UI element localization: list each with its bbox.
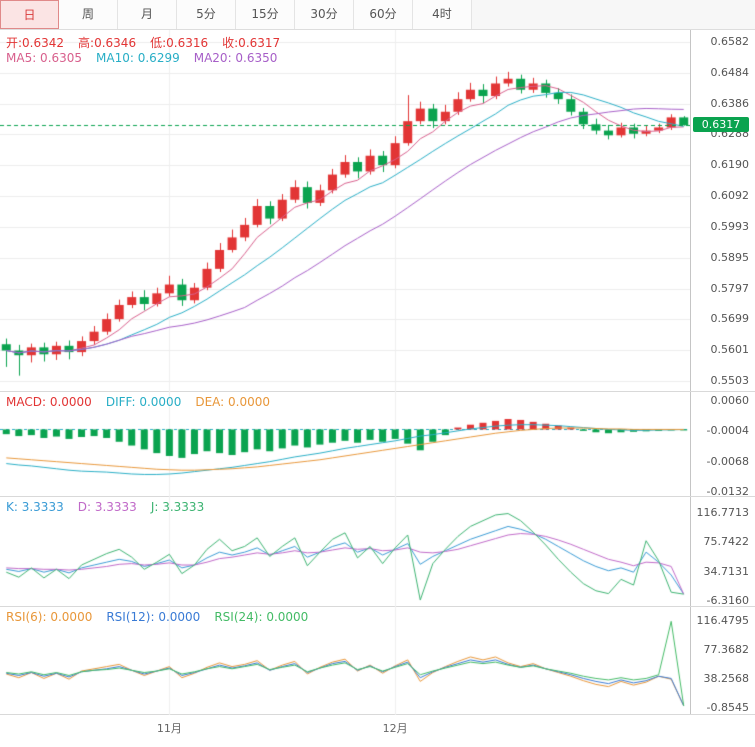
price-axis-label: 0.6092 bbox=[710, 188, 750, 202]
kdj-axis-label: -6.3160 bbox=[706, 594, 749, 607]
rsi-header: RSI(6): 0.0000 RSI(12): 0.0000 RSI(24): 0.… bbox=[6, 610, 322, 624]
kdj-value: J: 3.3333 bbox=[150, 500, 205, 514]
period-tab-2[interactable]: 周 bbox=[59, 0, 118, 29]
rsi-axis-label: 77.3682 bbox=[703, 642, 750, 656]
kdj-value: D: 3.3333 bbox=[77, 500, 137, 514]
period-tab-8[interactable]: 4时 bbox=[413, 0, 472, 29]
ma-value: MA5: 0.6305 bbox=[6, 51, 83, 65]
time-axis-label: 11月 bbox=[156, 722, 182, 735]
ohlc-value: 低:0.6316 bbox=[150, 36, 209, 50]
price-axis-label: 0.5797 bbox=[710, 281, 750, 295]
kdj-axis-label: 116.7713 bbox=[696, 506, 750, 519]
rsi-chart-canvas[interactable] bbox=[0, 607, 690, 715]
period-tab-6[interactable]: 30分 bbox=[295, 0, 354, 29]
kdj-value: K: 3.3333 bbox=[6, 500, 64, 514]
macd-axis-label: -0.0132 bbox=[706, 485, 749, 498]
ma-value: MA20: 0.6350 bbox=[193, 51, 278, 65]
macd-value: MACD: 0.0000 bbox=[6, 395, 92, 409]
price-axis-label: 0.5993 bbox=[710, 220, 750, 234]
price-axis-label: 0.6484 bbox=[710, 65, 750, 79]
period-tab-5[interactable]: 15分 bbox=[236, 0, 295, 29]
kdj-axis-label: 75.7422 bbox=[703, 535, 750, 549]
period-tab-4[interactable]: 5分 bbox=[177, 0, 236, 29]
price-axis-label: 0.5601 bbox=[710, 343, 750, 357]
kdj-panel: K: 3.3333 D: 3.3333 J: 3.3333 116.7713 75.7… bbox=[0, 497, 755, 607]
kdj-axis: 116.7713 75.7422 34.7131 -6.3160 bbox=[690, 497, 755, 607]
rsi-axis-label: -0.8545 bbox=[706, 701, 749, 714]
period-tab-7[interactable]: 60分 bbox=[354, 0, 413, 29]
ohlc-value: 开:0.6342 bbox=[6, 36, 65, 50]
ohlc-value: 收:0.6317 bbox=[222, 36, 281, 50]
price-axis-label: 0.6582 bbox=[710, 35, 750, 48]
rsi-value: RSI(6): 0.0000 bbox=[6, 610, 93, 624]
price-axis-label: 0.5895 bbox=[710, 250, 750, 264]
period-toolbar: 日周月 5分 15分 30分 60分 4时 bbox=[0, 0, 755, 30]
price-axis-label: 0.6386 bbox=[710, 96, 750, 110]
macd-axis: 0.0060 -0.0004 -0.0068 -0.0132 bbox=[690, 392, 755, 498]
macd-axis-label: -0.0004 bbox=[706, 424, 749, 438]
macd-axis-label: -0.0068 bbox=[706, 454, 749, 468]
period-tab-3[interactable]: 月 bbox=[118, 0, 177, 29]
price-axis-label: 0.6190 bbox=[710, 158, 750, 172]
ma-value: MA10: 0.6299 bbox=[96, 51, 180, 65]
rsi-value: RSI(24): 0.0000 bbox=[214, 610, 309, 624]
macd-chart-canvas[interactable] bbox=[0, 392, 690, 497]
price-panel: 开:0.6342 高:0.6346 低:0.6316 收:0.6317 MA5: 0.… bbox=[0, 30, 755, 392]
macd-axis-label: 0.0060 bbox=[710, 394, 750, 407]
price-axis-label: 0.5503 bbox=[710, 374, 750, 387]
rsi-value: RSI(12): 0.0000 bbox=[106, 610, 201, 624]
rsi-panel: RSI(6): 0.0000 RSI(12): 0.0000 RSI(24): 0.… bbox=[0, 607, 755, 715]
macd-value: DIFF: 0.0000 bbox=[105, 395, 182, 409]
period-tab-1[interactable]: 日 bbox=[0, 0, 59, 29]
current-price-tag: 0.6317 bbox=[693, 117, 749, 133]
price-chart-canvas[interactable] bbox=[0, 30, 690, 392]
rsi-axis-label: 116.4795 bbox=[696, 614, 750, 627]
time-axis: 11月 12月 bbox=[0, 715, 755, 747]
price-axis-label: 0.5699 bbox=[710, 312, 750, 326]
rsi-axis-label: 38.2568 bbox=[703, 672, 750, 685]
rsi-axis: 116.4795 77.3682 38.2568 -0.8545 bbox=[690, 607, 755, 714]
macd-value: DEA: 0.0000 bbox=[195, 395, 270, 409]
ohlc-header: 开:0.6342 高:0.6346 低:0.6316 收:0.6317 bbox=[6, 34, 294, 51]
price-axis: 0.6317 0.6582 0.6484 0.6386 0.6288 0.6190 0.6… bbox=[690, 30, 755, 391]
ma-header: MA5: 0.6305 MA10: 0.6299 MA20: 0.6350 bbox=[6, 51, 291, 65]
macd-header: MACD: 0.0000 DIFF: 0.0000 DEA: 0.0000 bbox=[6, 395, 284, 409]
kdj-header: K: 3.3333 D: 3.3333 J: 3.3333 bbox=[6, 500, 218, 514]
kdj-chart-canvas[interactable] bbox=[0, 497, 690, 607]
kdj-axis-label: 34.7131 bbox=[703, 564, 750, 578]
time-axis-label: 12月 bbox=[382, 722, 408, 735]
macd-panel: MACD: 0.0000 DIFF: 0.0000 DEA: 0.0000 0.00… bbox=[0, 392, 755, 498]
ohlc-value: 高:0.6346 bbox=[78, 36, 137, 50]
